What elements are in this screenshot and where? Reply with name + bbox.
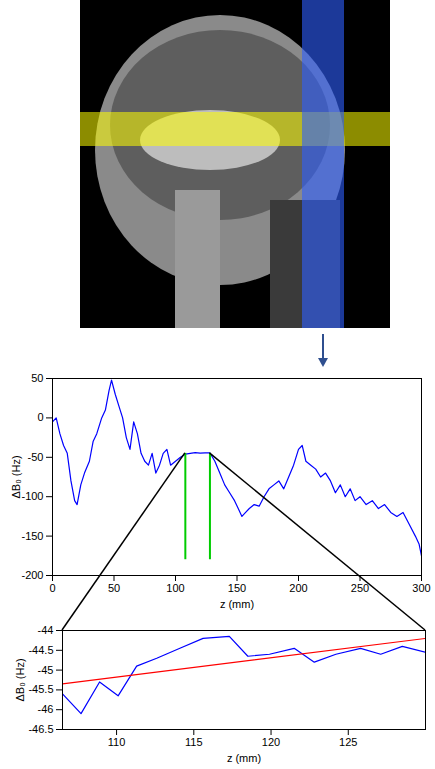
svg-text:-200: -200: [21, 569, 43, 581]
svg-text:-46.5: -46.5: [28, 723, 53, 735]
svg-text:-45: -45: [38, 664, 54, 676]
svg-text:120: 120: [262, 736, 280, 748]
svg-text:ΔB₀ (Hz): ΔB₀ (Hz): [14, 658, 26, 701]
svg-text:z (mm): z (mm): [220, 598, 254, 610]
svg-text:-50: -50: [28, 451, 44, 463]
svg-text:z (mm): z (mm): [227, 752, 261, 764]
svg-text:-45.5: -45.5: [28, 683, 53, 695]
svg-text:50: 50: [108, 582, 120, 594]
svg-text:150: 150: [228, 582, 246, 594]
svg-text:-44: -44: [38, 624, 54, 636]
svg-text:110: 110: [108, 736, 126, 748]
svg-text:250: 250: [351, 582, 369, 594]
svg-text:-150: -150: [21, 530, 43, 542]
svg-text:-44.5: -44.5: [28, 644, 53, 656]
svg-text:125: 125: [339, 736, 357, 748]
svg-text:ΔB₀ (Hz): ΔB₀ (Hz): [10, 455, 22, 498]
svg-text:50: 50: [31, 372, 43, 384]
svg-text:200: 200: [289, 582, 307, 594]
svg-text:0: 0: [49, 582, 55, 594]
svg-text:-100: -100: [21, 490, 43, 502]
svg-text:115: 115: [185, 736, 203, 748]
svg-text:100: 100: [166, 582, 184, 594]
svg-text:0: 0: [37, 411, 43, 423]
svg-text:300: 300: [412, 582, 430, 594]
svg-text:-46: -46: [38, 703, 54, 715]
